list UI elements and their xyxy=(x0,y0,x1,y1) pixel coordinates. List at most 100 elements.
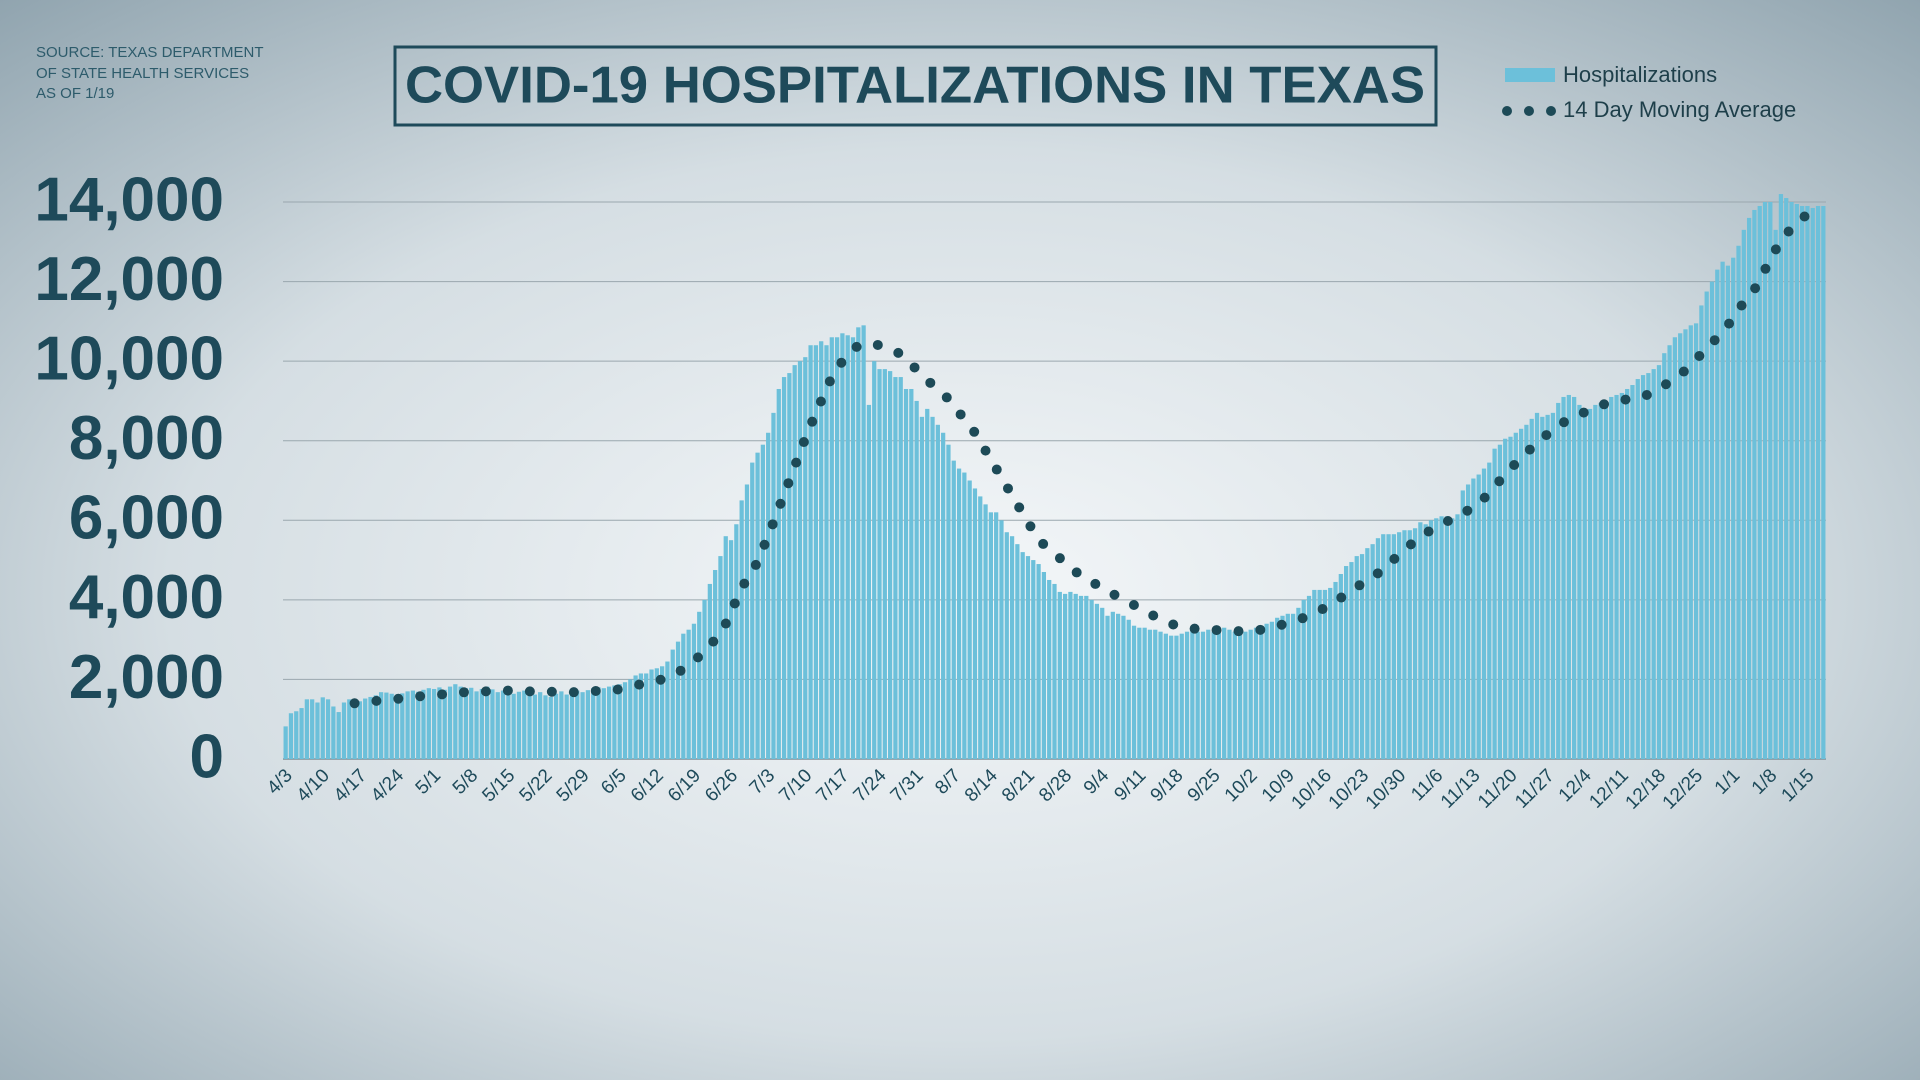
bar xyxy=(1243,631,1248,759)
bar xyxy=(1232,631,1237,759)
bar xyxy=(1693,323,1699,759)
bar xyxy=(813,345,819,759)
bar xyxy=(485,686,490,759)
bar xyxy=(1640,375,1646,759)
bar xyxy=(856,327,861,759)
bar xyxy=(1534,412,1540,759)
bar xyxy=(1402,530,1407,759)
bar xyxy=(437,687,442,759)
bar xyxy=(1773,229,1778,760)
source-line: OF STATE HEALTH SERVICES xyxy=(36,65,249,82)
bar xyxy=(1572,396,1577,759)
bar xyxy=(1153,629,1158,759)
bar xyxy=(686,629,691,759)
bar xyxy=(925,408,930,759)
bar xyxy=(490,689,495,759)
bar xyxy=(527,693,532,759)
bar xyxy=(1073,593,1078,759)
bar xyxy=(1598,402,1603,759)
bar xyxy=(665,661,670,759)
bar xyxy=(1630,385,1635,759)
bar xyxy=(1609,396,1614,759)
bar xyxy=(1587,408,1593,759)
bar xyxy=(819,341,824,759)
bar xyxy=(1709,281,1715,759)
bar xyxy=(776,388,781,759)
bar xyxy=(739,500,744,759)
bar xyxy=(363,698,368,759)
title-box xyxy=(393,45,1438,127)
y-tick-label: 4,000 xyxy=(69,563,224,632)
bar xyxy=(352,700,357,759)
bar xyxy=(1020,552,1025,759)
bar xyxy=(734,524,739,759)
bar xyxy=(495,692,500,759)
bar xyxy=(1800,205,1805,759)
bar xyxy=(1301,599,1306,759)
bar xyxy=(1259,625,1264,759)
bar xyxy=(1211,631,1216,759)
bar xyxy=(1789,202,1794,759)
bar xyxy=(1667,345,1672,759)
bar xyxy=(1699,305,1704,759)
bar xyxy=(1227,629,1232,759)
bar xyxy=(617,684,622,759)
bar xyxy=(500,690,506,759)
bar xyxy=(1768,202,1773,759)
bar xyxy=(1672,337,1678,759)
bar xyxy=(394,694,400,759)
y-tick-label: 6,000 xyxy=(69,484,224,553)
moving-average-line xyxy=(349,200,1829,709)
bar xyxy=(935,424,940,759)
bar xyxy=(1269,621,1275,759)
bar xyxy=(1481,468,1487,759)
bar xyxy=(972,488,978,759)
bar xyxy=(548,696,553,759)
bar xyxy=(1158,631,1163,759)
bar xyxy=(962,472,967,759)
bar xyxy=(877,369,882,759)
bar xyxy=(1147,629,1153,759)
bar xyxy=(294,711,299,759)
bar xyxy=(1741,229,1746,760)
bar xyxy=(585,690,591,759)
legend-label: Hospitalizations xyxy=(1563,62,1717,87)
bar xyxy=(373,695,378,759)
bar xyxy=(1784,198,1789,759)
bar xyxy=(1131,625,1137,759)
bar xyxy=(1821,205,1826,759)
bar xyxy=(697,611,702,759)
bar xyxy=(750,462,755,759)
bar xyxy=(1179,633,1184,759)
bar xyxy=(347,699,352,759)
legend-dot xyxy=(1546,106,1556,116)
bar xyxy=(1174,635,1179,759)
bar xyxy=(1375,538,1381,759)
bar xyxy=(1121,615,1126,759)
bar xyxy=(479,688,484,759)
bar xyxy=(1344,566,1349,759)
bar xyxy=(299,708,304,759)
bar xyxy=(1062,593,1068,759)
y-tick-label: 14,000 xyxy=(34,165,224,234)
bar xyxy=(310,699,315,759)
bar xyxy=(872,361,877,759)
bar xyxy=(516,691,522,759)
bar xyxy=(946,444,951,759)
bar xyxy=(670,649,675,759)
bar xyxy=(559,691,564,759)
bar xyxy=(1545,414,1550,759)
bar xyxy=(1656,365,1662,759)
bar xyxy=(304,699,309,759)
bar xyxy=(1354,556,1359,759)
bar xyxy=(691,623,697,759)
bar xyxy=(447,686,453,759)
y-tick-label: 12,000 xyxy=(34,245,224,314)
bar xyxy=(882,369,887,759)
bar xyxy=(522,690,527,759)
bar xyxy=(797,361,803,759)
bar xyxy=(325,699,331,759)
bar xyxy=(723,536,728,759)
bar xyxy=(1248,629,1253,759)
bar xyxy=(909,388,914,759)
